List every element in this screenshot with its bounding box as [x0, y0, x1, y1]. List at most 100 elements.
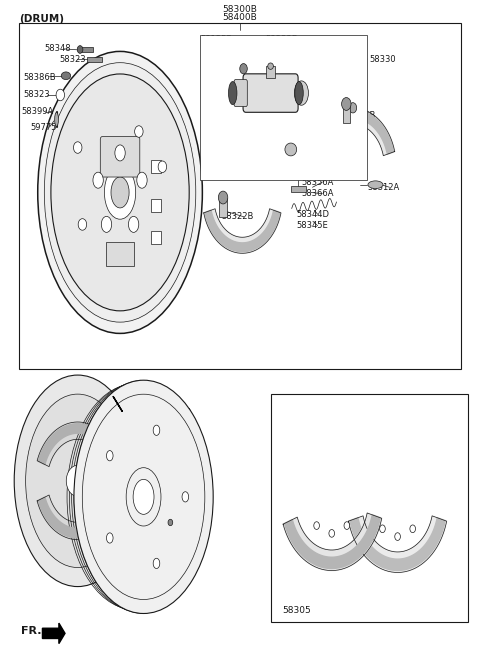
Ellipse shape: [61, 72, 71, 80]
Bar: [219, 198, 227, 216]
Ellipse shape: [25, 394, 130, 568]
Text: 58312A: 58312A: [367, 182, 399, 192]
Text: 58322B: 58322B: [221, 213, 253, 221]
Circle shape: [380, 525, 385, 532]
Polygon shape: [38, 424, 117, 464]
Text: 59775: 59775: [31, 122, 57, 131]
Text: 58323: 58323: [59, 54, 85, 63]
Circle shape: [349, 103, 357, 113]
Text: 58366A: 58366A: [301, 189, 334, 198]
Ellipse shape: [228, 82, 237, 105]
Circle shape: [218, 191, 228, 204]
Polygon shape: [113, 396, 122, 411]
Text: (DRUM): (DRUM): [19, 14, 64, 24]
Text: 58323: 58323: [24, 90, 50, 99]
Ellipse shape: [294, 81, 309, 105]
Ellipse shape: [295, 82, 303, 105]
Polygon shape: [283, 513, 382, 570]
Ellipse shape: [93, 172, 103, 188]
Circle shape: [168, 519, 173, 526]
Text: 58348: 58348: [45, 44, 72, 53]
Circle shape: [329, 530, 335, 537]
Ellipse shape: [111, 177, 129, 208]
Ellipse shape: [14, 375, 141, 587]
Circle shape: [342, 97, 351, 111]
Ellipse shape: [115, 145, 125, 161]
Ellipse shape: [74, 380, 213, 613]
Bar: [200, 35, 367, 180]
Text: 58322B: 58322B: [344, 111, 376, 120]
Text: 58332A: 58332A: [266, 66, 298, 75]
Ellipse shape: [107, 451, 113, 461]
Bar: [87, 57, 102, 61]
Circle shape: [344, 522, 349, 530]
Circle shape: [73, 142, 82, 153]
Circle shape: [158, 161, 167, 173]
Polygon shape: [37, 422, 118, 466]
Circle shape: [395, 533, 400, 540]
Ellipse shape: [105, 165, 136, 219]
Bar: [266, 66, 275, 78]
Polygon shape: [285, 515, 380, 568]
Ellipse shape: [51, 74, 189, 311]
Text: 58125F: 58125F: [200, 35, 231, 44]
FancyBboxPatch shape: [243, 74, 298, 112]
Text: 58400B: 58400B: [223, 13, 257, 22]
Circle shape: [240, 63, 247, 74]
Polygon shape: [42, 623, 65, 644]
Ellipse shape: [153, 425, 160, 436]
FancyBboxPatch shape: [234, 80, 247, 107]
Text: 58344D: 58344D: [297, 210, 329, 218]
Ellipse shape: [268, 63, 274, 69]
Bar: [151, 231, 161, 244]
Bar: [106, 242, 134, 266]
Bar: [19, 22, 461, 369]
FancyBboxPatch shape: [100, 137, 140, 177]
Ellipse shape: [38, 52, 203, 334]
Polygon shape: [205, 210, 280, 252]
Bar: [343, 104, 350, 123]
Bar: [151, 199, 161, 212]
Text: 1220FS: 1220FS: [179, 515, 210, 524]
Text: 58411A: 58411A: [160, 408, 192, 417]
Text: 58356A: 58356A: [301, 178, 334, 186]
Circle shape: [77, 46, 83, 54]
Ellipse shape: [137, 172, 147, 188]
Text: 58386B: 58386B: [24, 73, 56, 82]
Text: 58399A: 58399A: [21, 107, 53, 116]
Polygon shape: [311, 108, 395, 156]
Ellipse shape: [133, 479, 154, 514]
Polygon shape: [312, 109, 394, 154]
Polygon shape: [38, 497, 117, 538]
Ellipse shape: [101, 216, 112, 232]
Circle shape: [56, 89, 64, 101]
Polygon shape: [348, 516, 447, 572]
Circle shape: [66, 465, 89, 496]
Ellipse shape: [55, 112, 59, 126]
Text: 58300B: 58300B: [223, 5, 257, 14]
Text: 58345E: 58345E: [297, 221, 328, 230]
Bar: [291, 186, 306, 192]
Text: 58330: 58330: [370, 54, 396, 63]
Bar: [271, 394, 468, 622]
Circle shape: [410, 525, 416, 532]
Ellipse shape: [285, 143, 297, 156]
Circle shape: [314, 522, 319, 530]
Text: 58305: 58305: [282, 606, 311, 615]
Polygon shape: [37, 495, 118, 540]
Ellipse shape: [182, 492, 189, 502]
Polygon shape: [350, 518, 445, 570]
Text: FR.: FR.: [21, 626, 42, 636]
Ellipse shape: [368, 181, 383, 188]
Bar: [80, 47, 93, 52]
Bar: [151, 160, 161, 173]
Ellipse shape: [44, 63, 196, 322]
Polygon shape: [204, 209, 281, 253]
Ellipse shape: [153, 559, 160, 568]
Ellipse shape: [107, 533, 113, 543]
Ellipse shape: [129, 216, 139, 232]
Text: 58332A: 58332A: [200, 90, 232, 99]
Text: 58333E: 58333E: [266, 35, 298, 44]
Circle shape: [78, 218, 87, 230]
Text: 58311A: 58311A: [282, 143, 314, 152]
